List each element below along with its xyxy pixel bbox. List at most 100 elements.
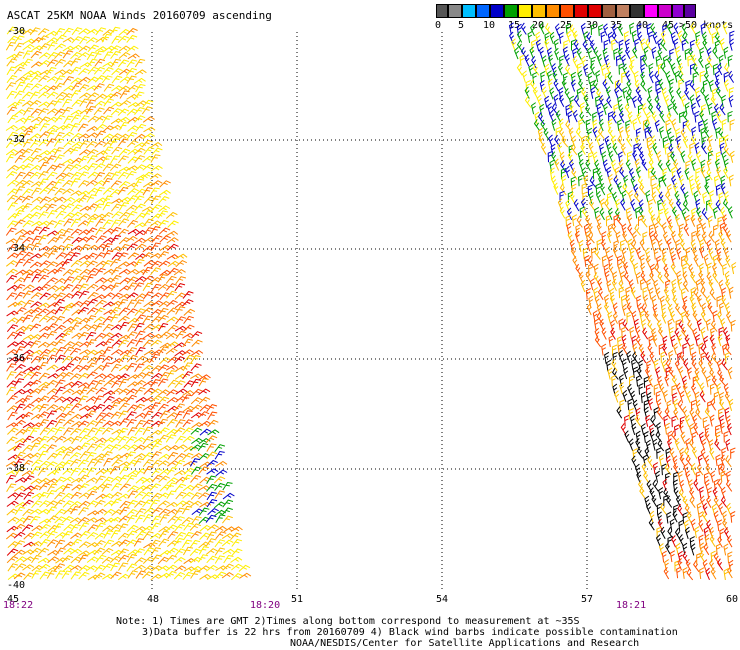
wind-barb (101, 451, 113, 459)
wind-barb (645, 383, 652, 396)
wind-barb (38, 59, 51, 67)
wind-barb (150, 154, 161, 163)
wind-barb (142, 484, 155, 492)
wind-barb (166, 237, 179, 244)
wind-barb (102, 67, 114, 75)
wind-barb (632, 351, 639, 364)
wind-barb (728, 286, 734, 299)
wind-barb (718, 414, 725, 427)
wind-barb (61, 396, 74, 403)
wind-barb (726, 535, 733, 548)
wind-barb (578, 239, 584, 253)
wind-barb (723, 247, 729, 260)
wind-barb (183, 308, 196, 316)
wind-barb (529, 23, 536, 37)
wind-barb (670, 430, 678, 443)
wind-barb (601, 151, 607, 164)
wind-barb (85, 452, 97, 461)
wind-barb (70, 538, 82, 547)
wind-barb (46, 67, 57, 76)
wind-barb (133, 436, 146, 444)
wind-barb (563, 39, 569, 52)
wind-barb (691, 446, 698, 459)
wind-barb (70, 523, 81, 533)
wind-barb (126, 331, 138, 340)
wind-barb (710, 94, 718, 107)
wind-barb (94, 252, 106, 260)
wind-barb (6, 371, 17, 380)
wind-barb (133, 91, 145, 100)
wind-barb (31, 242, 42, 252)
wind-barb (63, 362, 75, 371)
wind-barb (707, 150, 714, 163)
wind-barb (631, 335, 637, 348)
wind-barb (54, 461, 67, 468)
wind-barb (682, 382, 688, 395)
wind-barb (78, 474, 90, 483)
wind-barb (662, 231, 668, 244)
wind-barb (719, 422, 725, 435)
wind-barb (597, 278, 603, 291)
wind-barb (15, 340, 28, 347)
wind-barb (642, 231, 648, 244)
wind-barb (143, 349, 156, 356)
wind-barb (127, 219, 139, 228)
wind-barb (189, 548, 202, 557)
wind-barb (87, 356, 100, 364)
wind-barb (21, 269, 34, 276)
wind-barb (38, 108, 49, 117)
wind-barb (23, 381, 35, 389)
wind-barb (712, 118, 718, 131)
wind-barb (696, 182, 702, 196)
wind-barb (119, 466, 130, 475)
wind-barb (677, 504, 684, 517)
wind-barb (23, 532, 36, 540)
wind-barb (631, 310, 637, 323)
wind-barb (692, 414, 698, 427)
wind-barb (516, 63, 523, 76)
wind-barb (728, 559, 734, 572)
wind-barb (725, 255, 731, 268)
wind-barb (7, 243, 19, 252)
wind-barb (239, 572, 252, 579)
wind-barb (22, 75, 33, 84)
wind-barb (723, 191, 729, 204)
wind-barb (639, 278, 646, 291)
wind-barb (23, 371, 35, 379)
wind-barb (62, 451, 73, 460)
wind-barb (238, 564, 251, 572)
wind-barb (5, 148, 18, 156)
wind-barb (62, 446, 75, 453)
wind-barb (126, 354, 138, 363)
wind-barb (103, 106, 115, 115)
wind-barb (150, 402, 161, 411)
wind-barb (694, 367, 700, 380)
wind-barb (669, 550, 676, 563)
wind-barb (580, 279, 586, 293)
wind-barb (70, 211, 83, 219)
wind-barb (61, 530, 73, 539)
wind-barb (6, 436, 18, 445)
wind-barb (119, 121, 130, 131)
wind-barb (159, 331, 171, 339)
wind-barb (71, 284, 83, 293)
wind-barb (614, 198, 620, 212)
wind-barb (61, 570, 72, 579)
wind-barb (5, 41, 16, 51)
wind-barb (110, 420, 123, 427)
wind-barb (87, 155, 98, 164)
wind-barb (725, 311, 732, 324)
wind-barb (151, 468, 163, 477)
wind-barb (62, 371, 74, 380)
wind-barb (635, 247, 641, 260)
wind-barb (63, 147, 75, 155)
wind-barb (86, 532, 99, 540)
wind-barb (576, 87, 582, 100)
wind-barb (165, 434, 177, 443)
lon-tick: 45 (7, 594, 20, 605)
wind-barb (175, 330, 187, 339)
wind-barb (159, 410, 171, 419)
wind-barb (566, 222, 572, 235)
wind-barb (663, 286, 669, 299)
wind-barb (134, 371, 147, 379)
